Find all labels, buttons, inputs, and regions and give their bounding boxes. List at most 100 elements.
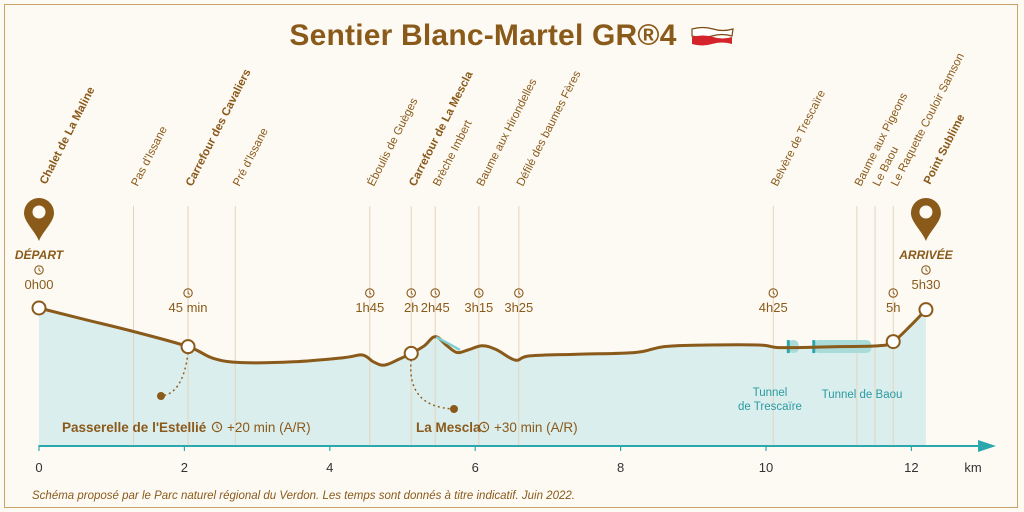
waypoint-marker xyxy=(403,345,419,361)
time-label: 2h xyxy=(404,300,418,315)
clock-face xyxy=(211,421,223,433)
waypoint-label: Chalet de La Maline xyxy=(38,85,97,186)
clock-hands xyxy=(772,290,776,295)
x-tick-label: 6 xyxy=(472,460,479,475)
x-tick-label: 12 xyxy=(904,460,918,475)
time-label: 1h45 xyxy=(355,300,384,315)
footnote: Schéma proposé par le Parc naturel régio… xyxy=(32,490,575,502)
profile-area-layer xyxy=(39,308,926,446)
poster-frame xyxy=(4,4,1018,508)
x-axis-unit: km xyxy=(964,460,981,475)
pin-body xyxy=(910,198,941,241)
pin-hole xyxy=(32,205,46,219)
clock-icon xyxy=(430,288,440,298)
waypoint-marker xyxy=(918,302,934,318)
time-label: 5h30 xyxy=(911,277,940,292)
waypoint-marker xyxy=(31,300,47,316)
clock-icon xyxy=(365,288,375,298)
detour-time: +20 min (A/R) xyxy=(227,420,311,435)
clock-icon xyxy=(888,288,898,298)
clock-face xyxy=(34,265,44,275)
end-label: ARRIVÉE xyxy=(898,247,953,262)
clock-face xyxy=(365,288,375,298)
clock-hands xyxy=(434,290,438,295)
clock-hands xyxy=(410,290,414,295)
tunnel-label: de Trescaïre xyxy=(738,401,802,413)
time-label: 4h25 xyxy=(759,300,788,315)
x-axis: 0 2 4 6 8 10 12 km xyxy=(35,440,996,475)
clock-icon xyxy=(211,421,223,433)
waypoint-marker xyxy=(180,339,196,355)
clock-icon xyxy=(34,265,44,275)
gr-waymark-flag-icon xyxy=(691,26,734,46)
clock-hands xyxy=(925,267,928,272)
x-axis-arrow xyxy=(978,440,996,452)
start-end-layer: DÉPART ARRIVÉE xyxy=(15,198,954,262)
waypoint-label: Belvère de Trescaïre xyxy=(769,88,828,188)
profile-area-fill xyxy=(39,308,926,446)
clock-icon xyxy=(183,288,193,298)
detour-name: Passerelle de l'Estellié xyxy=(62,420,207,435)
clock-face xyxy=(888,288,898,298)
detours-layer: Passerelle de l'Estellié +20 min (A/R) La … xyxy=(62,352,578,435)
clock-icon xyxy=(406,288,416,298)
title-row: Sentier Blanc-Martel GR®4 xyxy=(0,16,1024,56)
detour-name: La Mescla xyxy=(416,420,481,435)
x-tick-label: 2 xyxy=(181,460,188,475)
ladder-highlight xyxy=(435,336,461,351)
x-tick-label: 0 xyxy=(35,460,42,475)
markers-layer xyxy=(31,300,934,361)
detour-end-dot xyxy=(157,392,165,400)
clock-icon xyxy=(474,288,484,298)
clock-face xyxy=(768,288,779,298)
waypoint-marker xyxy=(885,334,901,350)
time-label: 3h25 xyxy=(504,300,533,315)
tunnel-label: Tunnel de Baou xyxy=(822,389,903,401)
clock-face xyxy=(514,288,524,298)
x-tick-label: 4 xyxy=(326,460,333,475)
clock-face xyxy=(430,288,440,298)
detour-time: +30 min (A/R) xyxy=(494,420,578,435)
clock-hands xyxy=(478,290,481,295)
map-pin-icon xyxy=(910,198,941,241)
time-label: 0h00 xyxy=(25,277,54,292)
clock-face xyxy=(921,265,931,275)
clock-icon xyxy=(921,265,931,275)
time-labels-layer: 0h00 45 min 1h45 2h 2h45 3h15 3h25 4h25 5h 5h30 xyxy=(25,265,940,315)
time-label: 45 min xyxy=(169,300,208,315)
time-label: 3h15 xyxy=(464,300,493,315)
clock-hands xyxy=(369,290,372,295)
clock-icon xyxy=(768,288,779,298)
time-label: 5h xyxy=(886,300,900,315)
clock-face xyxy=(478,421,490,433)
clock-face xyxy=(183,288,193,298)
clock-hands xyxy=(518,290,521,295)
clock-hands xyxy=(892,290,896,295)
clock-face xyxy=(406,288,416,298)
clock-icon xyxy=(478,421,490,433)
waypoint-guides-layer xyxy=(133,206,894,446)
clock-hands xyxy=(187,290,190,295)
profile-line-layer xyxy=(37,306,928,367)
map-pin-icon xyxy=(24,198,54,241)
tunnels-layer: Tunnel de Trescaïre Tunnel de Baou xyxy=(738,340,902,413)
clock-icon xyxy=(514,288,524,298)
time-label: 2h45 xyxy=(421,300,450,315)
profile-line xyxy=(37,306,928,367)
x-tick-label: 10 xyxy=(759,460,773,475)
clock-hands xyxy=(38,267,41,272)
start-label: DÉPART xyxy=(15,247,65,262)
waypoint-label: Pas d'Issane xyxy=(129,125,169,189)
chart-title: Sentier Blanc-Martel GR®4 xyxy=(289,19,677,52)
tunnel-label: Tunnel xyxy=(753,387,788,399)
pin-body xyxy=(24,198,54,241)
detour-end-dot xyxy=(450,405,458,413)
clock-hands xyxy=(483,424,487,429)
clock-face xyxy=(474,288,484,298)
pin-hole xyxy=(919,205,933,219)
x-tick-label: 8 xyxy=(617,460,624,475)
waypoint-labels-layer: Chalet de La Maline Pas d'Issane Carrefour… xyxy=(38,51,967,188)
clock-hands xyxy=(216,424,220,429)
waypoint-label: Pré d'Issane xyxy=(231,126,271,188)
